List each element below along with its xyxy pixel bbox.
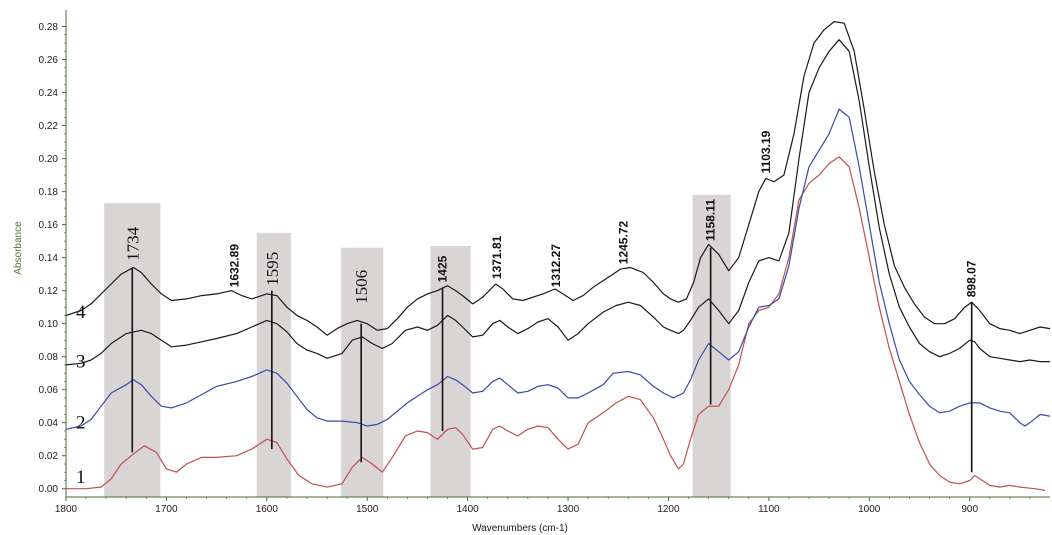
x-tick-label: 1500 (356, 504, 379, 515)
y-tick-label: 0.24 (39, 88, 59, 99)
curve-label-1: 1 (76, 467, 86, 488)
curve-number-labels: 4 3 2 1 (76, 302, 86, 488)
y-axis-title: Absorbance (13, 221, 24, 275)
x-axis-title: Wavenumbers (cm-1) (472, 523, 568, 534)
peak-markers (131, 247, 973, 473)
peak-label-1734: 1734 (123, 226, 142, 261)
y-tick-label: 0.14 (39, 253, 59, 264)
curve-label-4: 4 (76, 302, 86, 323)
y-tick-label: 0.02 (39, 451, 59, 462)
x-tick-label: 1400 (457, 504, 480, 515)
x-tick-label: 1800 (55, 504, 78, 515)
peak-label-1371.81: 1371.81 (490, 235, 504, 279)
x-tick-label: 1200 (657, 504, 680, 515)
band-1506 (341, 247, 384, 497)
peak-label-898.07: 898.07 (965, 260, 979, 297)
y-tick-label: 0.08 (39, 352, 59, 363)
y-tick-label: 0.10 (39, 319, 59, 330)
peak-label-1425: 1425 (436, 255, 450, 282)
y-tick-label: 0.00 (39, 484, 59, 495)
y-tick-label: 0.12 (39, 286, 59, 297)
peak-label-1632.89: 1632.89 (228, 244, 242, 288)
peak-label-1245.72: 1245.72 (616, 221, 630, 265)
y-tick-label: 0.26 (39, 55, 59, 66)
series-line-2 (65, 108, 1051, 430)
series-line-4 (65, 21, 1051, 336)
series-line-1 (66, 156, 1046, 491)
x-tick-label: 900 (961, 504, 978, 515)
curve-label-2: 2 (76, 413, 86, 434)
peak-label-1312.27: 1312.27 (549, 244, 563, 288)
band-highlights (104, 194, 731, 498)
y-ticks: 0.00 0.02 0.04 0.06 0.08 0.10 0.12 0.14 0.16 0.18… (39, 22, 66, 495)
peak-label-1506: 1506 (352, 270, 371, 304)
peak-label-1595: 1595 (263, 252, 282, 286)
series-lines (65, 21, 1051, 491)
peak-annotations: 1734 1632.89 1595 1506 1425 1371.81 1312.27 124… (123, 130, 978, 303)
x-tick-label: 1600 (256, 504, 279, 515)
y-tick-label: 0.04 (39, 418, 59, 429)
y-tick-label: 0.16 (39, 220, 59, 231)
curve-label-3: 3 (76, 352, 86, 373)
series-line-3 (65, 39, 1050, 366)
band-1595 (256, 232, 291, 497)
x-ticks: 1800 1700 1600 1500 1400 1300 1200 1100 1000 900 (55, 497, 1031, 515)
y-tick-label: 0.20 (39, 154, 59, 165)
axes (65, 10, 1050, 498)
y-tick-label: 0.06 (39, 385, 59, 396)
y-tick-label: 0.22 (39, 121, 59, 132)
band-1425 (430, 246, 471, 497)
x-tick-label: 1000 (858, 504, 881, 515)
peak-label-1103.19: 1103.19 (759, 130, 773, 173)
peak-label-1158.11: 1158.11 (704, 199, 718, 241)
y-tick-label: 0.18 (39, 187, 59, 198)
x-tick-label: 1300 (557, 504, 580, 515)
x-tick-label: 1700 (155, 504, 178, 515)
x-tick-label: 1100 (758, 504, 780, 515)
y-tick-label: 0.28 (39, 22, 59, 33)
